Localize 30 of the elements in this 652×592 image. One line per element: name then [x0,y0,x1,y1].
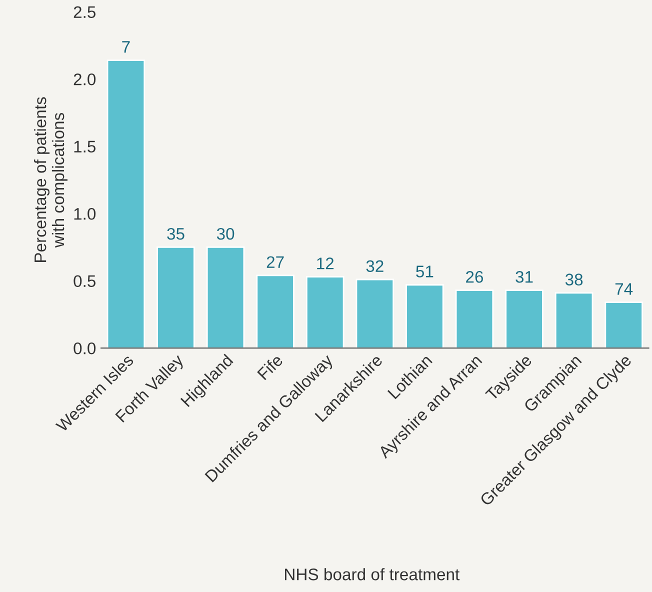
annotation: 7 [122,41,130,53]
y-axis-title: Percentage of patients with complications [34,97,68,262]
bar [206,246,245,348]
bar [156,246,195,348]
y-tick-label: 0.5 [74,275,96,288]
bar [306,276,344,348]
annotation: 74 [615,283,633,295]
bar [406,284,444,348]
annotation: 51 [416,266,434,278]
y-tick-label: 0.0 [74,342,96,354]
y-tick-label: 1.5 [74,140,96,153]
annotation: 35 [167,228,184,240]
bar [106,60,146,348]
y-tick-label: 2.5 [74,6,96,18]
bar [455,290,494,348]
x-axis-title: NHS board of treatment [285,568,460,580]
y-tick-label: 1.0 [74,208,96,220]
annotation: 26 [466,270,484,283]
bar [604,302,643,348]
annotation: 38 [565,274,583,286]
annotation: 30 [216,228,234,240]
y-tick-label: 2.0 [74,73,96,86]
bar [505,290,544,348]
annotation: 12 [317,258,334,270]
annotation: 31 [516,270,533,283]
bar [356,278,394,348]
bar [256,274,294,348]
bar [554,292,594,348]
annotation: 27 [266,256,284,268]
annotation: 32 [366,260,384,272]
